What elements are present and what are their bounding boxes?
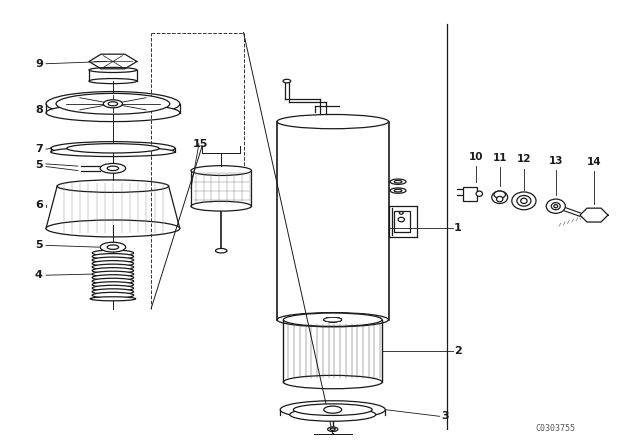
Ellipse shape — [293, 404, 372, 415]
Ellipse shape — [280, 401, 385, 418]
Text: 3: 3 — [441, 411, 449, 421]
Text: 5: 5 — [35, 241, 43, 250]
Ellipse shape — [46, 91, 180, 116]
Ellipse shape — [476, 191, 483, 196]
Ellipse shape — [92, 293, 134, 298]
Ellipse shape — [89, 78, 137, 84]
Text: C0303755: C0303755 — [536, 424, 576, 433]
Text: 1: 1 — [454, 224, 461, 233]
Text: 6: 6 — [35, 200, 43, 210]
Ellipse shape — [277, 115, 388, 129]
Ellipse shape — [398, 217, 404, 222]
Ellipse shape — [494, 191, 506, 198]
Ellipse shape — [390, 188, 406, 193]
Ellipse shape — [92, 275, 134, 280]
Ellipse shape — [394, 189, 402, 192]
Ellipse shape — [290, 408, 376, 421]
Ellipse shape — [521, 198, 527, 203]
Ellipse shape — [324, 318, 342, 322]
Text: 7: 7 — [35, 144, 43, 154]
Text: 15: 15 — [193, 139, 208, 149]
Text: 11: 11 — [492, 153, 507, 163]
Ellipse shape — [92, 289, 134, 295]
Ellipse shape — [517, 195, 531, 206]
Ellipse shape — [390, 179, 406, 185]
Ellipse shape — [56, 93, 170, 114]
Text: 8: 8 — [35, 105, 43, 116]
Ellipse shape — [324, 318, 342, 322]
Ellipse shape — [67, 144, 159, 153]
Ellipse shape — [92, 282, 134, 288]
Ellipse shape — [551, 202, 560, 210]
Ellipse shape — [512, 192, 536, 210]
Ellipse shape — [328, 427, 338, 431]
Text: 12: 12 — [516, 155, 531, 164]
Ellipse shape — [324, 318, 342, 322]
Ellipse shape — [554, 205, 557, 208]
Ellipse shape — [92, 267, 134, 273]
Polygon shape — [580, 208, 608, 222]
Ellipse shape — [497, 196, 503, 202]
Ellipse shape — [330, 428, 335, 431]
Text: 2: 2 — [454, 346, 461, 356]
Ellipse shape — [100, 164, 125, 173]
Ellipse shape — [277, 313, 388, 327]
Ellipse shape — [100, 242, 125, 252]
Ellipse shape — [92, 285, 134, 291]
Ellipse shape — [492, 191, 508, 203]
Text: 9: 9 — [35, 59, 43, 69]
Ellipse shape — [89, 67, 137, 73]
Ellipse shape — [283, 79, 291, 83]
Ellipse shape — [324, 318, 342, 322]
Ellipse shape — [546, 199, 565, 213]
Text: 5: 5 — [35, 160, 43, 170]
Ellipse shape — [92, 271, 134, 277]
Ellipse shape — [57, 180, 169, 192]
Ellipse shape — [51, 142, 175, 155]
Ellipse shape — [324, 318, 342, 322]
Ellipse shape — [92, 278, 134, 284]
Ellipse shape — [191, 201, 252, 211]
Text: 4: 4 — [35, 270, 43, 280]
Ellipse shape — [46, 220, 180, 237]
Bar — [463, 187, 477, 201]
Ellipse shape — [284, 313, 382, 327]
Ellipse shape — [103, 100, 122, 108]
Ellipse shape — [324, 318, 342, 322]
Polygon shape — [89, 54, 137, 69]
Ellipse shape — [324, 406, 342, 413]
Ellipse shape — [108, 102, 118, 106]
Ellipse shape — [92, 254, 134, 259]
Ellipse shape — [46, 104, 180, 121]
Ellipse shape — [191, 166, 252, 176]
Ellipse shape — [284, 375, 382, 389]
Ellipse shape — [107, 245, 118, 250]
Ellipse shape — [92, 264, 134, 270]
Ellipse shape — [394, 181, 402, 183]
Text: 13: 13 — [548, 155, 563, 166]
Ellipse shape — [216, 249, 227, 253]
Ellipse shape — [399, 211, 403, 214]
Ellipse shape — [51, 147, 175, 156]
Text: 10: 10 — [469, 152, 483, 162]
Ellipse shape — [92, 257, 134, 263]
Ellipse shape — [90, 297, 136, 301]
Ellipse shape — [92, 261, 134, 267]
Text: 14: 14 — [587, 157, 602, 167]
Ellipse shape — [324, 318, 342, 322]
Ellipse shape — [92, 250, 134, 256]
Ellipse shape — [107, 166, 118, 171]
Bar — [394, 211, 410, 232]
